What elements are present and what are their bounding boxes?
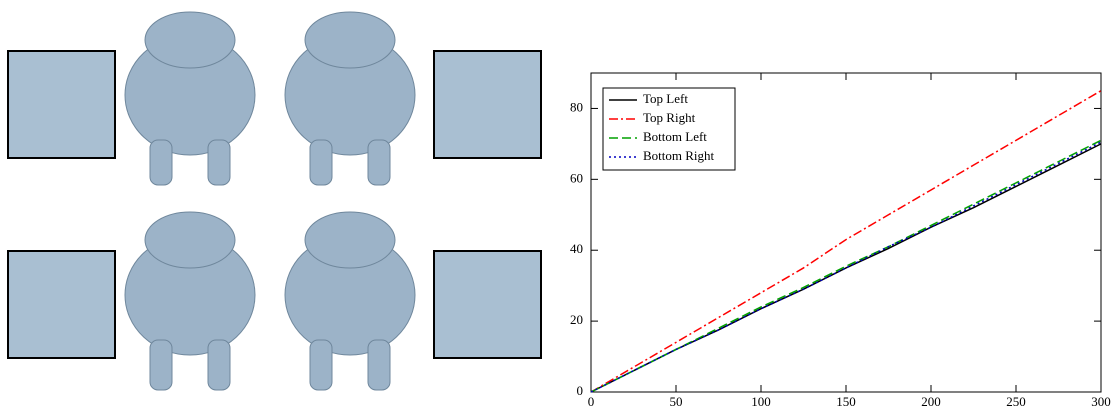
armadillo-render (285, 12, 415, 185)
legend-label: Top Left (643, 91, 688, 106)
legend-label: Top Right (643, 110, 696, 125)
zoom-inset (434, 251, 541, 358)
legend-label: Bottom Right (643, 148, 715, 163)
x-tick-label: 100 (751, 394, 771, 409)
x-tick-label: 50 (670, 394, 683, 409)
armadillo-render (285, 212, 415, 390)
renderings (8, 12, 541, 390)
page: {"chart_data": {"type": "line", "x": [0,… (0, 0, 1120, 411)
zoom-inset (8, 251, 115, 358)
y-tick-label: 80 (570, 99, 583, 114)
x-tick-label: 0 (588, 394, 595, 409)
x-tick-label: 200 (921, 394, 941, 409)
series-line (591, 142, 1101, 392)
armadillo-render (125, 212, 255, 390)
series-line (591, 144, 1101, 392)
y-tick-label: 40 (570, 241, 583, 256)
y-tick-label: 0 (577, 383, 584, 398)
y-tick-label: 60 (570, 170, 583, 185)
zoom-inset (434, 51, 541, 158)
x-tick-label: 250 (1006, 394, 1026, 409)
x-tick-label: 150 (836, 394, 856, 409)
figure: 0 50 100 150 200 250 300 0 20 40 60 80 Top Left Top R… (0, 0, 1120, 411)
armadillo-render (125, 12, 255, 185)
zoom-inset (8, 51, 115, 158)
legend-label: Bottom Left (643, 129, 707, 144)
y-tick-label: 20 (570, 312, 583, 327)
x-tick-label: 300 (1091, 394, 1111, 409)
